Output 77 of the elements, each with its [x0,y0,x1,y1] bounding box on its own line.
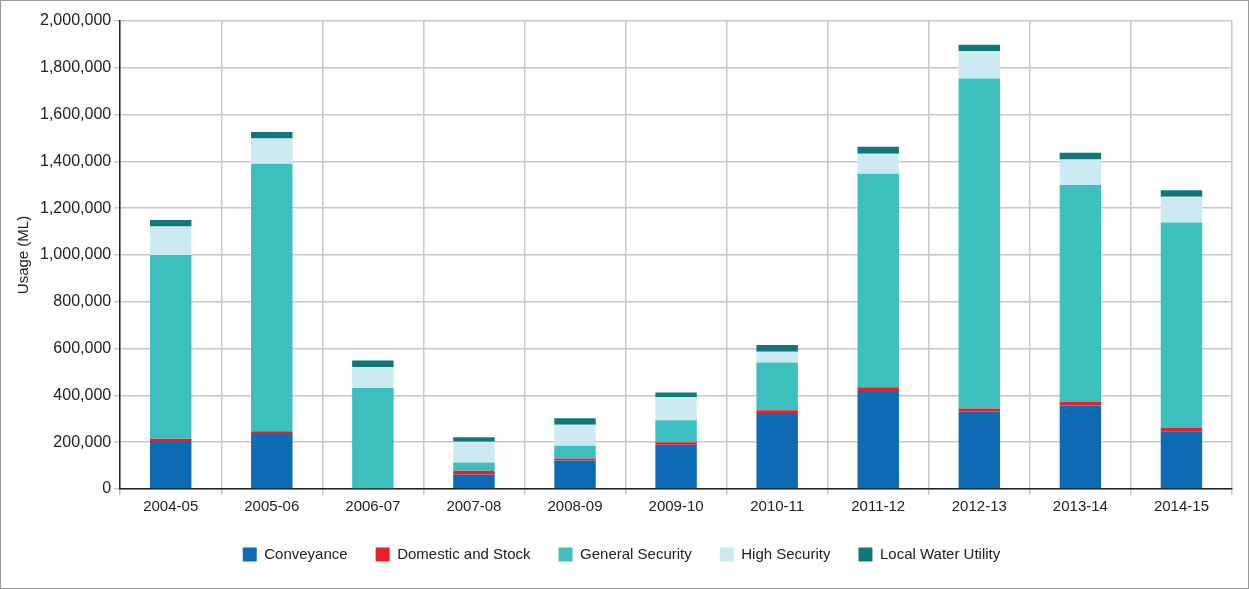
x-tick-label: 2010-11 [750,497,805,515]
bar [352,367,394,388]
bar [756,412,798,489]
bar [1059,405,1102,489]
x-tick-label: 2005-06 [244,497,300,515]
y-tick-label: 1,400,000 [39,151,112,169]
bar [958,78,1001,409]
bar [453,474,495,489]
bar [251,138,293,164]
bar [655,444,697,489]
legend-label: High Security [741,544,831,562]
x-tick-label: 2008-09 [547,497,603,515]
x-tick-label: 2013-14 [1052,497,1108,515]
bar [251,131,293,139]
legend-label: Local Water Utility [879,544,1001,562]
y-tick-label: 400,000 [53,385,112,403]
bar [1160,196,1203,223]
bar [251,434,293,489]
bar [958,50,1001,79]
bar [857,173,899,388]
x-tick-label: 2011-12 [851,497,906,515]
x-tick-label: 2014-15 [1153,497,1209,515]
bar [352,387,394,489]
bar [857,146,899,154]
bar [655,420,697,443]
y-tick-label: 1,200,000 [39,198,112,216]
bar [1160,222,1203,428]
bar [756,410,798,413]
x-tick-label: 2006-07 [345,497,401,515]
bar [958,411,1001,489]
bar [756,345,798,352]
y-tick-label: 800,000 [53,292,112,310]
x-tick-label: 2009-10 [648,497,704,515]
bar [150,219,192,227]
bar [958,44,1001,51]
bar [1160,190,1203,197]
y-tick-label: 2,000,000 [39,11,112,29]
bar [453,437,495,442]
bar [1059,185,1102,402]
bar [554,460,596,489]
y-tick-label: 0 [102,479,112,497]
bar [150,255,192,439]
bar [150,441,192,489]
bar [756,362,798,411]
bar [251,163,293,432]
bar [554,445,596,459]
bar [756,351,798,363]
bar [453,441,495,463]
x-tick-label: 2012-13 [951,497,1007,515]
bar [1160,431,1203,489]
legend-label: Conveyance [264,544,348,562]
bar [352,360,394,368]
bar [150,226,192,255]
x-tick-label: 2007-08 [446,497,502,515]
bar [857,390,899,489]
bar [1059,159,1102,186]
y-tick-label: 200,000 [53,432,112,450]
legend-label: Domestic and Stock [397,544,532,562]
y-tick-label: 1,800,000 [39,58,112,76]
y-axis-title: Usage (ML) [14,215,32,295]
bar [655,442,697,445]
bar [958,408,1001,412]
bar [554,418,596,425]
bar [453,462,495,471]
y-tick-label: 1,600,000 [39,105,112,123]
x-tick-label: 2004-05 [143,497,199,515]
y-tick-label: 1,000,000 [39,245,112,263]
y-tick-label: 600,000 [53,339,112,357]
bar [857,153,899,174]
bar [554,424,596,446]
bar [857,387,899,391]
bar [655,397,697,421]
bar [251,431,293,435]
bar [1059,152,1102,160]
bar [655,392,697,398]
legend-label: General Security [580,544,693,562]
bar [1160,427,1203,432]
